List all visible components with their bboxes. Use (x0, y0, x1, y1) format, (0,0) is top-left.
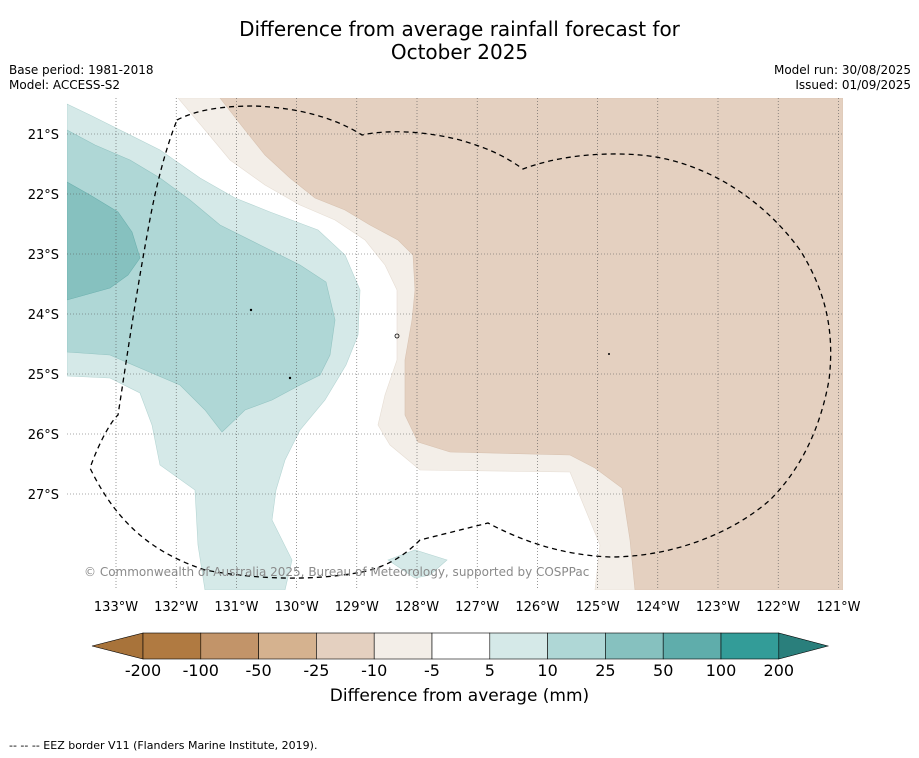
colorbar-swatch (316, 632, 375, 660)
colorbar-swatch (489, 632, 548, 660)
longitude-labels: 133°W 132°W 131°W 130°W 129°W 128°W 127°W 126°W… (94, 600, 861, 615)
longitude-label: 128°W (395, 600, 439, 615)
longitude-label: 126°W (515, 600, 559, 615)
colorbar-extension-high (778, 632, 830, 660)
eez-border (89, 105, 832, 579)
colorbar-swatch (142, 632, 202, 660)
island-marker (394, 333, 400, 339)
island-marker (288, 376, 292, 380)
island-marker (608, 353, 610, 355)
meta-left: Base period: 1981-2018 Model: ACCESS-S2 (9, 63, 154, 93)
colorbar-tick-label: 50 (653, 661, 673, 680)
colorbar-tick-label: -5 (424, 661, 440, 680)
longitude-label: 123°W (696, 600, 740, 615)
longitude-label: 124°W (636, 600, 680, 615)
colorbar: -200 -100 -50 -25 -10 -5 5 10 25 50 100 200 (91, 632, 830, 680)
colorbar-label: Difference from average (mm) (329, 686, 590, 706)
colorbar-tick-label: 5 (485, 661, 495, 680)
title-line-1: Difference from average rainfall forecas… (239, 17, 680, 41)
longitude-label: 132°W (154, 600, 198, 615)
latitude-label: 22°S (28, 188, 59, 203)
latitude-label: 21°S (28, 128, 59, 143)
longitude-label: 129°W (335, 600, 379, 615)
colorbar-swatch (720, 632, 780, 660)
wet-25-50-region (67, 181, 141, 301)
dry-10-25-region (219, 98, 843, 590)
latitude-labels: 21°S 22°S 23°S 24°S 25°S 26°S 27°S (28, 128, 59, 503)
latitude-label: 24°S (28, 308, 59, 323)
colorbar-extension-low (91, 632, 144, 660)
colorbar-swatch (431, 632, 491, 660)
colorbar-tick-label: -10 (361, 661, 387, 680)
wet-coast-5-10-region (387, 549, 448, 579)
colorbar-tick-label: -100 (183, 661, 219, 680)
footnote-text: -- -- -- EEZ border V11 (Flanders Marine… (9, 739, 318, 752)
map-plot-area (67, 98, 843, 590)
colorbar-swatch (258, 632, 317, 660)
latitude-label: 23°S (28, 248, 59, 263)
longitude-label: 131°W (214, 600, 258, 615)
colorbar-swatch (605, 632, 664, 660)
copyright-text: © Commonwealth of Australia 2025, Bureau… (84, 565, 590, 579)
colorbar-tick-label: 25 (595, 661, 615, 680)
island-marker (249, 308, 253, 312)
latitude-label: 27°S (28, 488, 59, 503)
colorbar-tick-label: 100 (706, 661, 737, 680)
longitude-label: 121°W (816, 600, 860, 615)
colorbar-swatch (662, 632, 722, 660)
chart-title: Difference from average rainfall forecas… (0, 18, 919, 64)
longitude-label: 122°W (756, 600, 800, 615)
issued-text: Issued: 01/09/2025 (795, 78, 911, 92)
model-text: Model: ACCESS-S2 (9, 78, 121, 92)
latitude-label: 25°S (28, 368, 59, 383)
colorbar-tick-label: -25 (303, 661, 329, 680)
latitude-label: 26°S (28, 428, 59, 443)
gridlines (67, 98, 843, 590)
title-line-2: October 2025 (390, 40, 529, 64)
colorbar-tick-label: -50 (246, 661, 272, 680)
longitude-label: 127°W (455, 600, 499, 615)
colorbar-tick-label: 200 (764, 661, 795, 680)
colorbar-swatch (547, 632, 606, 660)
longitude-label: 125°W (576, 600, 620, 615)
model-run-text: Model run: 30/08/2025 (773, 63, 911, 77)
colorbar-tick-label: 10 (537, 661, 557, 680)
longitude-label: 133°W (94, 600, 138, 615)
meta-right: Model run: 30/08/2025 Issued: 01/09/2025 (774, 63, 911, 93)
longitude-label: 130°W (275, 600, 319, 615)
base-period-text: Base period: 1981-2018 (9, 63, 154, 77)
colorbar-swatch (373, 632, 433, 660)
colorbar-tick-label: -200 (125, 661, 161, 680)
wet-10-25-region (67, 129, 336, 433)
colorbar-swatch (200, 632, 259, 660)
